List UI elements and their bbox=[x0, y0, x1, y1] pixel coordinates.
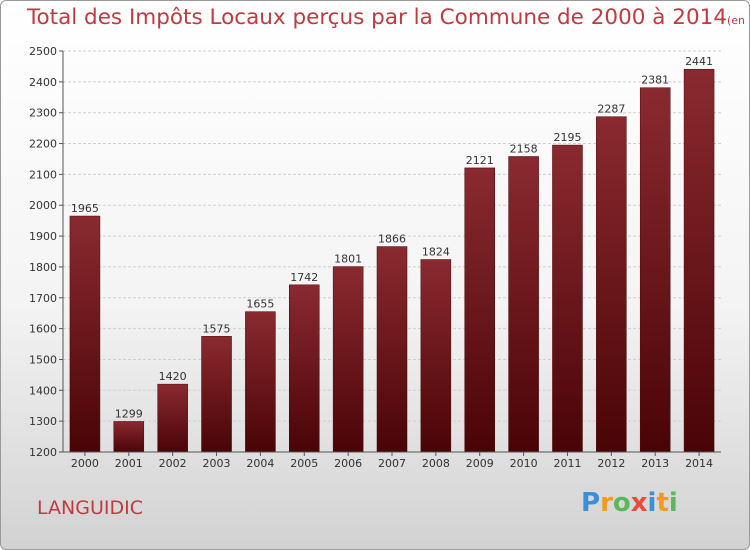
logo-letter: x bbox=[630, 488, 648, 518]
y-tick-label: 1200 bbox=[29, 446, 57, 459]
data-label: 1824 bbox=[422, 246, 450, 259]
y-tick-label: 2000 bbox=[29, 199, 57, 212]
bar-2014 bbox=[683, 68, 715, 453]
bar-2000 bbox=[69, 215, 101, 453]
y-tick-label: 2300 bbox=[29, 107, 57, 120]
y-tick-label: 1500 bbox=[29, 353, 57, 366]
axis-layer: 1200 1300 1400 1500 1600 1700 1800 1900 2000 2100… bbox=[29, 45, 721, 470]
bar-2009 bbox=[464, 167, 495, 453]
data-label: 1965 bbox=[71, 202, 99, 215]
y-tick-label: 1800 bbox=[29, 261, 57, 274]
logo-letter: i bbox=[647, 488, 657, 518]
y-tick-label: 2400 bbox=[29, 76, 57, 89]
y-tick-label: 2500 bbox=[29, 45, 57, 58]
x-tick-label: 2003 bbox=[203, 457, 231, 470]
data-label: 1866 bbox=[378, 233, 406, 246]
data-label: 2158 bbox=[510, 142, 538, 155]
logo-letter: r bbox=[600, 488, 613, 518]
bar-2010 bbox=[508, 156, 539, 453]
bar-2003 bbox=[201, 336, 232, 453]
x-tick-label: 2012 bbox=[597, 457, 625, 470]
x-tick-label: 2011 bbox=[553, 457, 581, 470]
data-label: 2121 bbox=[466, 154, 494, 167]
logo-letter: o bbox=[612, 488, 631, 518]
y-tick-label: 1900 bbox=[29, 230, 57, 243]
data-label: 1655 bbox=[246, 298, 274, 311]
y-tick-label: 1400 bbox=[29, 384, 57, 397]
x-tick-label: 2006 bbox=[334, 457, 362, 470]
bar-2013 bbox=[639, 87, 671, 453]
label-layer: 1965 1299 1420 1575 1655 1742 1801 1866 1824 2121… bbox=[71, 55, 713, 420]
bar-2006 bbox=[332, 266, 364, 453]
y-tick-label: 1700 bbox=[29, 292, 57, 305]
y-tick-label: 1300 bbox=[29, 415, 57, 428]
bar-2004 bbox=[245, 311, 276, 453]
x-tick-label: 2000 bbox=[71, 457, 99, 470]
x-tick-label: 2009 bbox=[466, 457, 494, 470]
logo-letter: P bbox=[581, 488, 601, 518]
bar-2007 bbox=[376, 246, 408, 453]
data-label: 1742 bbox=[290, 271, 318, 284]
bar-2001 bbox=[113, 421, 145, 453]
data-label: 1420 bbox=[159, 370, 187, 383]
data-label: 2287 bbox=[597, 103, 625, 116]
y-tick-label: 1600 bbox=[29, 323, 57, 336]
data-label: 1575 bbox=[203, 322, 231, 335]
y-tick-label: 2100 bbox=[29, 168, 57, 181]
x-tick-label: 2005 bbox=[290, 457, 318, 470]
logo-letter: i bbox=[668, 488, 678, 518]
x-tick-label: 2014 bbox=[685, 457, 713, 470]
data-label: 2381 bbox=[641, 74, 669, 87]
bar-2008 bbox=[420, 259, 452, 453]
x-tick-label: 2013 bbox=[641, 457, 669, 470]
bar-2011 bbox=[552, 144, 583, 453]
logo-letter: t bbox=[656, 488, 669, 518]
x-tick-label: 2004 bbox=[246, 457, 274, 470]
bar-layer bbox=[69, 68, 715, 453]
data-label: 2195 bbox=[553, 131, 581, 144]
commune-name: LANGUIDIC bbox=[37, 497, 143, 519]
bar-2005 bbox=[289, 284, 320, 453]
data-label: 2441 bbox=[685, 55, 713, 68]
data-label: 1801 bbox=[334, 253, 362, 266]
y-tick-label: 2200 bbox=[29, 138, 57, 151]
chart-title-unit: (en milliers d'€) bbox=[727, 14, 749, 27]
x-tick-label: 2007 bbox=[378, 457, 406, 470]
proxiti-logo: Proxiti bbox=[581, 488, 678, 518]
x-tick-label: 2010 bbox=[510, 457, 538, 470]
chart-title-main: Total des Impôts Locaux perçus par la Co… bbox=[27, 5, 727, 30]
bar-2012 bbox=[596, 116, 627, 453]
chart-title: Total des Impôts Locaux perçus par la Co… bbox=[27, 5, 749, 30]
bar-2002 bbox=[157, 383, 188, 453]
x-tick-label: 2002 bbox=[159, 457, 187, 470]
x-tick-label: 2008 bbox=[422, 457, 450, 470]
data-label: 1299 bbox=[115, 407, 143, 420]
x-tick-label: 2001 bbox=[115, 457, 143, 470]
